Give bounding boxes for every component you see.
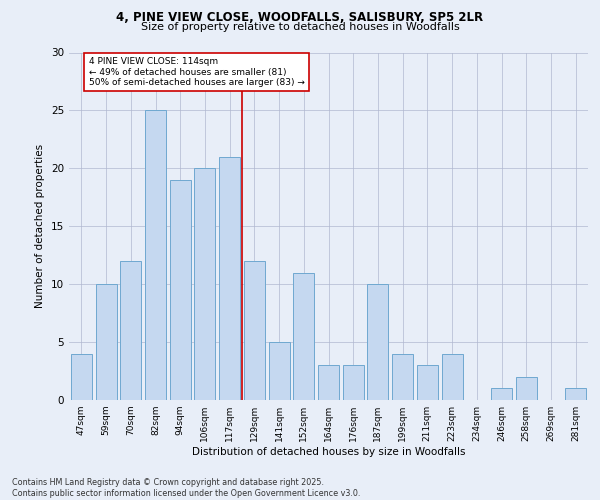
X-axis label: Distribution of detached houses by size in Woodfalls: Distribution of detached houses by size … — [192, 447, 465, 457]
Bar — [194, 168, 215, 400]
Bar — [269, 342, 290, 400]
Bar — [318, 365, 339, 400]
Bar — [170, 180, 191, 400]
Bar — [244, 261, 265, 400]
Bar — [293, 272, 314, 400]
Bar — [95, 284, 116, 400]
Bar — [417, 365, 438, 400]
Text: Size of property relative to detached houses in Woodfalls: Size of property relative to detached ho… — [140, 22, 460, 32]
Bar — [565, 388, 586, 400]
Bar — [516, 377, 537, 400]
Bar — [367, 284, 388, 400]
Bar — [120, 261, 141, 400]
Bar — [71, 354, 92, 400]
Text: 4, PINE VIEW CLOSE, WOODFALLS, SALISBURY, SP5 2LR: 4, PINE VIEW CLOSE, WOODFALLS, SALISBURY… — [116, 11, 484, 24]
Bar — [442, 354, 463, 400]
Bar — [392, 354, 413, 400]
Text: Contains HM Land Registry data © Crown copyright and database right 2025.
Contai: Contains HM Land Registry data © Crown c… — [12, 478, 361, 498]
Text: 4 PINE VIEW CLOSE: 114sqm
← 49% of detached houses are smaller (81)
50% of semi-: 4 PINE VIEW CLOSE: 114sqm ← 49% of detac… — [89, 57, 305, 87]
Bar — [343, 365, 364, 400]
Bar — [145, 110, 166, 400]
Y-axis label: Number of detached properties: Number of detached properties — [35, 144, 46, 308]
Bar — [219, 157, 240, 400]
Bar — [491, 388, 512, 400]
